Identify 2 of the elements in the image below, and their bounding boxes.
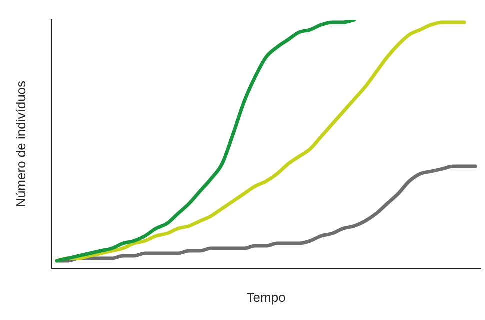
y-axis-title: Número de indivíduos <box>13 80 28 208</box>
x-axis-title: Tempo <box>246 290 286 305</box>
